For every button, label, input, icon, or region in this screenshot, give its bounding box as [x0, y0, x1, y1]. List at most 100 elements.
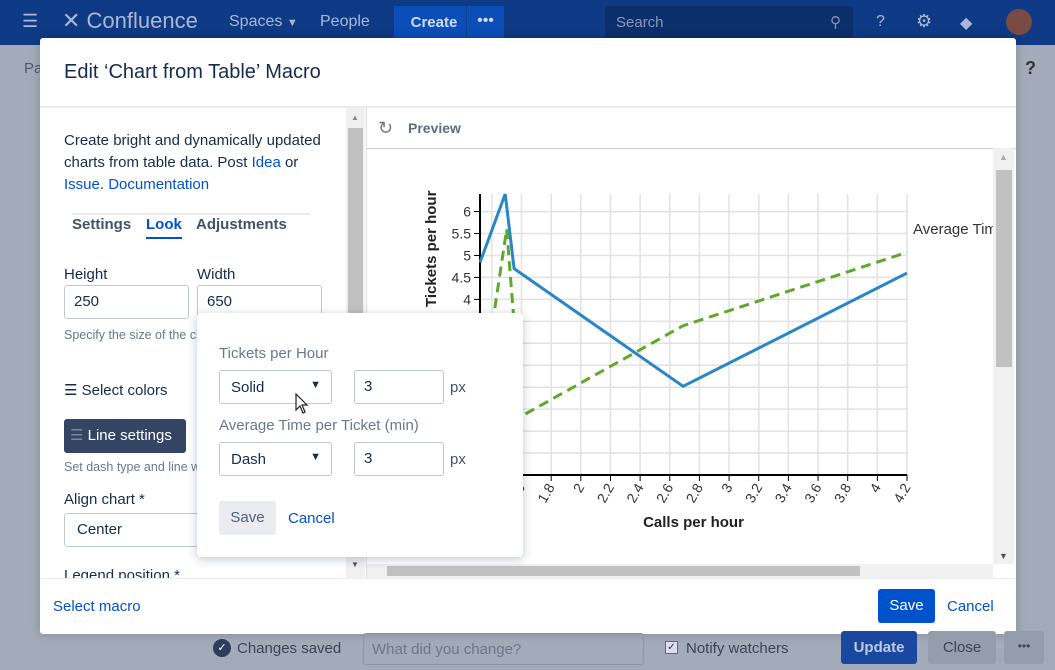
y-tick-label: 4 — [463, 291, 471, 307]
refresh-icon[interactable]: ↻ — [378, 118, 394, 138]
select-macro-link[interactable]: Select macro — [53, 598, 141, 615]
tab-look[interactable]: Look — [146, 216, 182, 239]
cancel-link[interactable]: Cancel — [947, 598, 994, 615]
documentation-link[interactable]: Documentation — [108, 176, 210, 193]
x-tick-label: 1.8 — [534, 480, 558, 505]
scroll-thumb[interactable] — [348, 128, 363, 328]
size-help-text: Specify the size of the chart in px. If … — [64, 328, 197, 342]
search-placeholder: Search — [616, 14, 664, 31]
tab-adjustments[interactable]: Adjustments — [196, 216, 287, 233]
x-tick-label: 2.6 — [653, 480, 677, 505]
divider — [40, 106, 1016, 108]
scroll-down-icon[interactable]: ▼ — [351, 560, 359, 569]
series-line — [493, 228, 908, 419]
save-button[interactable]: Save — [878, 589, 935, 623]
top-nav: ☰ ✕ Confluence Spaces ▼ People Create ••… — [0, 0, 1055, 45]
y-tick-label: 5 — [463, 247, 471, 263]
y-tick-label: 4.5 — [452, 269, 472, 285]
align-label: Align chart * — [64, 491, 145, 508]
help-icon[interactable]: ? — [876, 13, 885, 30]
dialog-title: Edit ‘Chart from Table’ Macro — [64, 61, 321, 83]
dropdown-arrow-icon: ▼ — [310, 451, 321, 463]
width-label: Width — [197, 266, 236, 283]
x-tick-label: 3.4 — [771, 480, 795, 505]
intro-sentence: Create bright and dynamically updated ch… — [64, 132, 321, 171]
dash-type-select[interactable]: Dash ▼ — [219, 442, 332, 476]
line-settings-popup: Tickets per Hour Solid ▼ 3 px Average Tim… — [197, 313, 523, 557]
select-colors-label: Select colors — [81, 382, 168, 399]
create-more-button[interactable]: ••• — [466, 6, 504, 40]
y-axis-title: Tickets per hour — [423, 190, 440, 307]
series-label: Tickets per Hour — [219, 345, 329, 362]
people-link[interactable]: People — [320, 13, 370, 30]
spaces-menu[interactable]: Spaces ▼ — [229, 13, 298, 31]
x-tick-label: 2.4 — [623, 480, 647, 505]
series-line — [478, 193, 908, 389]
line-width-input[interactable]: 3 — [354, 370, 444, 404]
popup-save-button[interactable]: Save — [219, 501, 276, 535]
confluence-logo[interactable]: ✕ Confluence — [62, 8, 198, 33]
x-tick-label: 3 — [718, 480, 736, 495]
unit-label: px — [450, 379, 466, 396]
issue-link[interactable]: Issue — [64, 176, 100, 193]
x-tick-label: 3.2 — [742, 480, 766, 505]
preview-vscrollbar[interactable]: ▲ ▼ — [993, 148, 1014, 564]
mouse-cursor-icon — [295, 393, 309, 414]
line-help-text: Set dash type and line width — [64, 460, 197, 474]
more-button[interactable]: ••• — [1004, 631, 1044, 664]
scroll-thumb[interactable] — [387, 566, 860, 576]
dash-type-value: Solid — [231, 379, 265, 396]
avatar[interactable] — [1006, 9, 1032, 35]
select-colors-button[interactable]: ☰ Select colors — [64, 380, 168, 402]
search-icon: ⚲ — [830, 14, 841, 31]
gear-icon[interactable]: ⚙ — [916, 11, 933, 31]
footer-divider — [40, 578, 1016, 579]
x-tick-label: 4.2 — [890, 480, 914, 505]
y-tick-label: 6 — [463, 204, 471, 220]
spaces-label: Spaces — [229, 13, 283, 30]
hamburger-icon: ☰ — [64, 382, 78, 399]
dash-type-select[interactable]: Solid ▼ — [219, 370, 332, 404]
comment-input[interactable]: What did you change? — [363, 633, 644, 665]
notify-checkbox[interactable]: ✓ — [665, 641, 678, 654]
series-label: Average Time per Ticket (min) — [219, 417, 419, 434]
close-button[interactable]: Close — [928, 631, 996, 664]
settings-panel: Create bright and dynamically updated ch… — [40, 108, 365, 578]
line-settings-button[interactable]: ☰ Line settings — [64, 419, 186, 453]
scroll-up-icon[interactable]: ▲ — [999, 152, 1008, 162]
notify-label: Notify watchers — [686, 640, 789, 657]
chevron-down-icon: ▼ — [286, 17, 298, 29]
line-width-input[interactable]: 3 — [354, 442, 444, 476]
legend-position-label: Legend position * — [64, 567, 180, 578]
scroll-thumb[interactable] — [996, 170, 1012, 367]
create-button[interactable]: Create — [394, 6, 474, 40]
y-tick-label: 5.5 — [452, 226, 472, 242]
notification-icon[interactable]: ◆ — [960, 15, 973, 32]
intro-text: Create bright and dynamically updated ch… — [64, 130, 334, 196]
hamburger-icon: ☰ — [70, 427, 84, 444]
tab-settings[interactable]: Settings — [72, 216, 132, 233]
x-tick-label: 2.2 — [593, 480, 617, 505]
idea-link[interactable]: Idea — [251, 154, 281, 171]
search-input[interactable]: Search ⚲ — [605, 6, 853, 40]
scroll-down-icon[interactable]: ▼ — [999, 551, 1008, 561]
line-settings-label: Line settings — [87, 427, 172, 444]
update-button[interactable]: Update — [841, 631, 917, 664]
dot-text: . — [99, 176, 109, 193]
page-help-icon[interactable]: ? — [1025, 58, 1036, 78]
tabs-underline — [72, 213, 310, 215]
legend-entry: Average Time per Ticket (min) — [913, 221, 993, 238]
or-text: or — [280, 154, 299, 171]
preview-hscrollbar[interactable] — [367, 564, 993, 578]
popup-cancel-link[interactable]: Cancel — [288, 510, 335, 527]
x-tick-label: 3.6 — [801, 480, 825, 505]
changes-saved-text: Changes saved — [237, 640, 342, 657]
height-label: Height — [64, 266, 108, 283]
x-tick-label: 2.8 — [682, 480, 706, 505]
height-input[interactable]: 250 — [64, 285, 189, 319]
x-tick-label: 4 — [866, 480, 884, 495]
preview-label: Preview — [408, 120, 461, 136]
scroll-up-icon[interactable]: ▲ — [351, 113, 359, 122]
menu-icon[interactable]: ☰ — [22, 11, 39, 31]
x-tick-label: 3.8 — [831, 480, 855, 505]
